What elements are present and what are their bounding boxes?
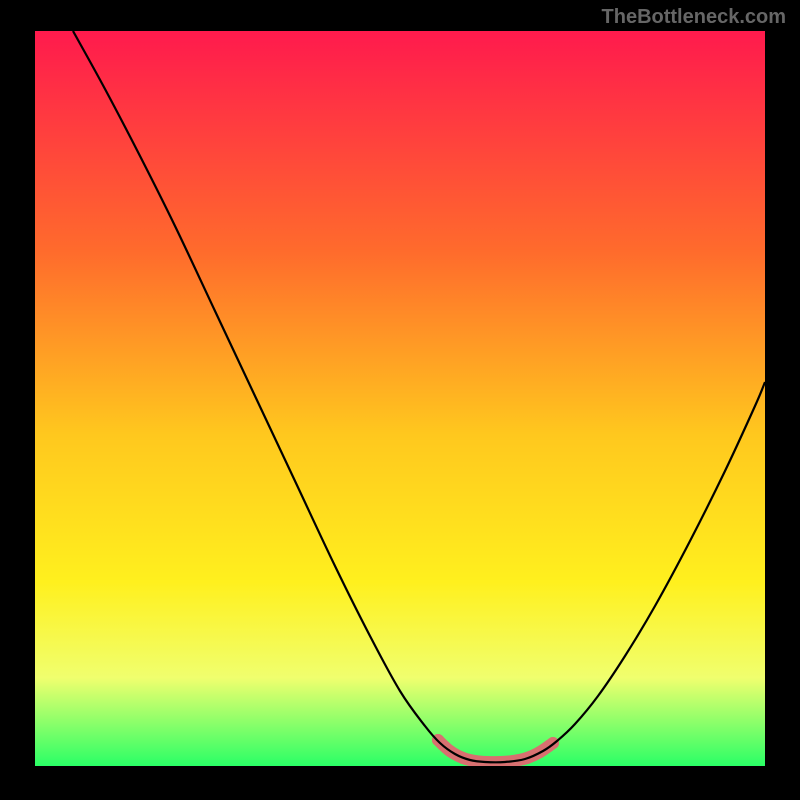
watermark-text: TheBottleneck.com	[602, 6, 786, 29]
chart-svg	[35, 31, 765, 766]
plot-gradient-area	[35, 31, 765, 766]
bottleneck-curve	[73, 31, 765, 762]
